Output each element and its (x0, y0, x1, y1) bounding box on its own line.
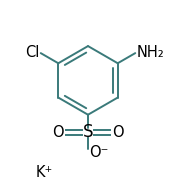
Text: S: S (83, 123, 93, 141)
Text: K⁺: K⁺ (35, 165, 52, 180)
Text: O⁻: O⁻ (89, 145, 108, 160)
Text: O: O (112, 125, 124, 140)
Text: Cl: Cl (25, 45, 39, 60)
Text: O: O (52, 125, 64, 140)
Text: NH₂: NH₂ (137, 45, 164, 60)
